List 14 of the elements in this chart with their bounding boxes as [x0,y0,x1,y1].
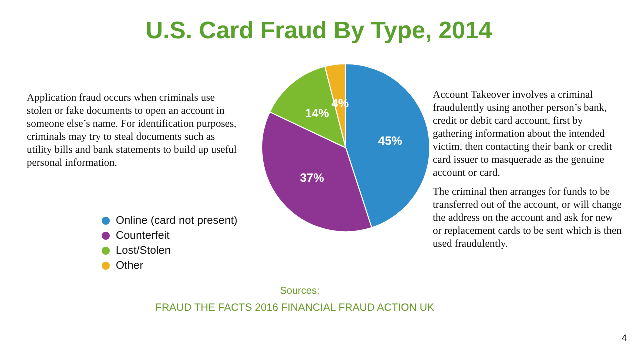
chart-title: U.S. Card Fraud By Type, 2014 [146,18,493,44]
text: The criminal then arranges for funds to be transferred out of the account, or will change the address on the account and ask for new or replacement cards to be sent which is then used fraudulently. [433,186,623,251]
text: FRAUD THE FACTS 2016 FINANCIAL FRAUD ACTION UK [154,302,436,315]
data-label: 45% [378,134,403,148]
legend-label: Counterfeit [116,230,170,242]
text: Account Takeover involves a criminal fraudulently using another person’s bank, credit or debit card account, first by gathering information about the intended victim, then contacting their bank or credit card issuer to masquerade as the genuine account or card. [433,89,614,180]
text: 4 [622,332,628,345]
legend-label: Lost/Stolen [116,245,172,257]
data-label: 14% [305,106,330,120]
text: Application fraud occurs when criminals use stolen or fake documents to open an account in someone else’s name. For identification purposes, criminals may try to steal documents such as utility bills and bank statements to build up useful personal information. [27,92,238,170]
source-note: Sources: [279,285,321,298]
legend-label: Other [116,260,144,272]
data-label: 37% [300,170,325,185]
legend-label: Online (card not present) [116,215,238,227]
